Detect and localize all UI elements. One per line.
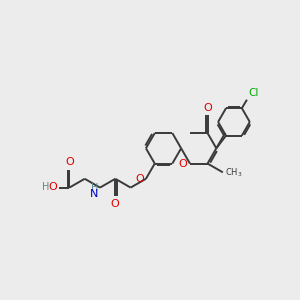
Text: Cl: Cl [249, 88, 259, 98]
Text: O: O [49, 182, 58, 192]
Text: O: O [65, 157, 74, 167]
Text: H: H [42, 182, 49, 192]
Text: N: N [90, 189, 98, 199]
Text: H: H [91, 183, 98, 193]
Text: O: O [203, 103, 212, 113]
Text: O: O [110, 199, 119, 209]
Text: O: O [178, 158, 187, 169]
Text: O: O [136, 175, 144, 184]
Text: CH$_3$: CH$_3$ [224, 167, 242, 179]
